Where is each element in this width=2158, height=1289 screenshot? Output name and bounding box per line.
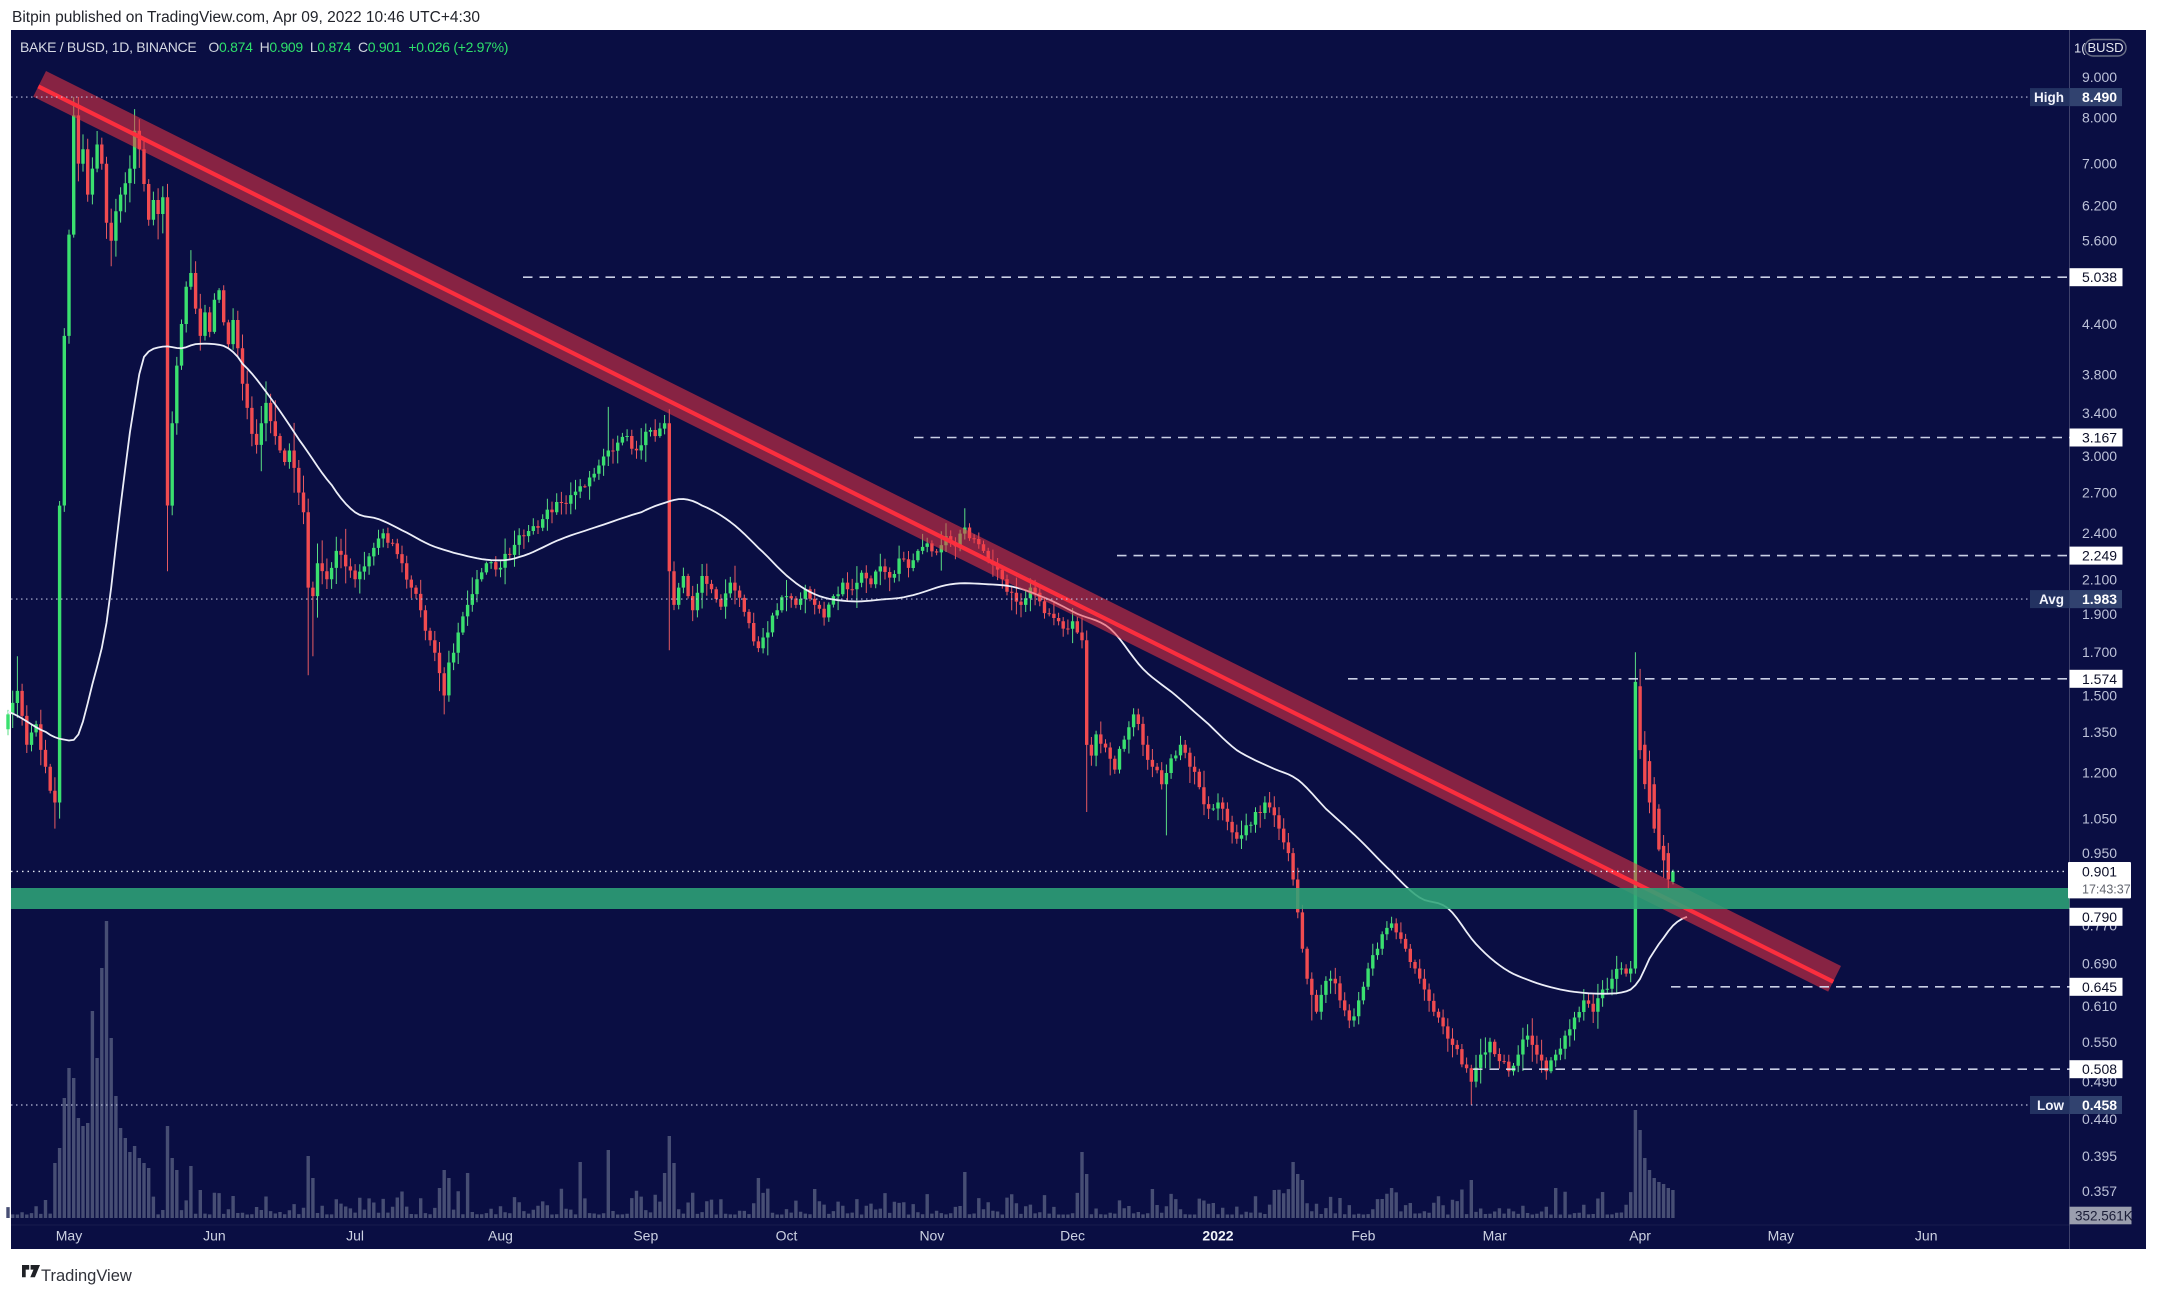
- svg-text:May: May: [1768, 1228, 1794, 1244]
- svg-text:6.200: 6.200: [2082, 198, 2117, 214]
- svg-text:2.400: 2.400: [2082, 525, 2117, 541]
- svg-text:Low: Low: [2037, 1098, 2064, 1113]
- svg-text:Bitpin published on TradingVie: Bitpin published on TradingView.com, Apr…: [12, 9, 480, 26]
- svg-text:Avg: Avg: [2039, 592, 2064, 607]
- svg-text:Oct: Oct: [776, 1228, 798, 1244]
- svg-text:Dec: Dec: [1060, 1228, 1085, 1244]
- svg-text:17:43:37: 17:43:37: [2082, 882, 2131, 896]
- svg-text:2.700: 2.700: [2082, 485, 2117, 501]
- svg-text:0.508: 0.508: [2082, 1061, 2117, 1077]
- svg-text:0.790: 0.790: [2082, 909, 2117, 925]
- svg-text:1.700: 1.700: [2082, 644, 2117, 660]
- svg-text:Nov: Nov: [919, 1228, 944, 1244]
- svg-text:1.574: 1.574: [2082, 671, 2117, 687]
- svg-text:BUSD: BUSD: [2087, 40, 2123, 55]
- svg-text:1.983: 1.983: [2082, 591, 2117, 607]
- svg-text:0.458: 0.458: [2082, 1097, 2117, 1113]
- svg-text:0.950: 0.950: [2082, 845, 2117, 861]
- svg-text:1.900: 1.900: [2082, 606, 2117, 622]
- svg-text:0.645: 0.645: [2082, 979, 2117, 995]
- svg-text:9.000: 9.000: [2082, 69, 2117, 85]
- svg-text:1.500: 1.500: [2082, 687, 2117, 703]
- svg-text:0.550: 0.550: [2082, 1034, 2117, 1050]
- svg-text:Jun: Jun: [203, 1228, 226, 1244]
- svg-text:TradingView: TradingView: [41, 1267, 132, 1285]
- svg-text:1.050: 1.050: [2082, 811, 2117, 827]
- svg-text:7.000: 7.000: [2082, 156, 2117, 172]
- svg-text:2.100: 2.100: [2082, 571, 2117, 587]
- svg-text:0.901: 0.901: [2082, 863, 2117, 879]
- svg-text:Jun: Jun: [1915, 1228, 1938, 1244]
- svg-text:4.400: 4.400: [2082, 316, 2117, 332]
- svg-text:Apr: Apr: [1629, 1228, 1651, 1244]
- svg-text:3.167: 3.167: [2082, 430, 2117, 446]
- svg-text:5.038: 5.038: [2082, 269, 2117, 285]
- svg-text:1(: 1(: [2074, 41, 2086, 56]
- svg-text:Mar: Mar: [1483, 1228, 1507, 1244]
- svg-text:8.490: 8.490: [2082, 89, 2117, 105]
- svg-text:Aug: Aug: [488, 1228, 513, 1244]
- svg-text:Jul: Jul: [346, 1228, 364, 1244]
- svg-text:May: May: [56, 1228, 82, 1244]
- svg-text:Sep: Sep: [633, 1228, 658, 1244]
- svg-text:3.800: 3.800: [2082, 367, 2117, 383]
- svg-text:0.395: 0.395: [2082, 1148, 2117, 1164]
- svg-text:2.249: 2.249: [2082, 548, 2117, 564]
- svg-text:3.400: 3.400: [2082, 405, 2117, 421]
- svg-text:High: High: [2034, 90, 2064, 105]
- svg-text:0.440: 0.440: [2082, 1111, 2117, 1127]
- svg-text:0.357: 0.357: [2082, 1183, 2117, 1199]
- svg-text:352.561K: 352.561K: [2075, 1208, 2133, 1223]
- svg-text:1.200: 1.200: [2082, 765, 2117, 781]
- svg-text:5.600: 5.600: [2082, 233, 2117, 249]
- svg-text:2022: 2022: [1202, 1228, 1233, 1244]
- svg-text:0.610: 0.610: [2082, 998, 2117, 1014]
- svg-text:1.350: 1.350: [2082, 724, 2117, 740]
- svg-text:Feb: Feb: [1351, 1228, 1375, 1244]
- svg-text:0.690: 0.690: [2082, 956, 2117, 972]
- svg-text:3.000: 3.000: [2082, 448, 2117, 464]
- svg-text:8.000: 8.000: [2082, 110, 2117, 126]
